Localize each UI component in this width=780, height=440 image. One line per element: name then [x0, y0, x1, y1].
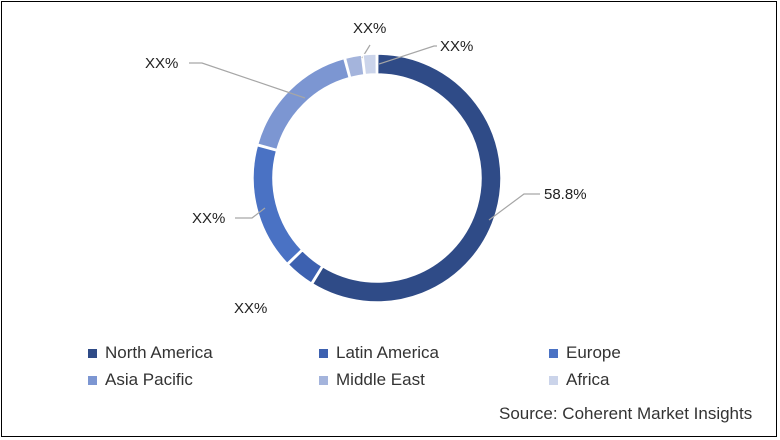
leader-line-africa [378, 45, 437, 65]
leader-line-asia-pacific [189, 62, 306, 99]
data-label-africa: XX% [440, 38, 473, 55]
legend-label: Latin America [336, 343, 439, 362]
data-label-middle-east: XX% [353, 20, 386, 37]
legend-item-north-america: North America [88, 343, 213, 363]
leader-line-north-america [488, 193, 540, 221]
legend-label: Europe [566, 343, 621, 362]
slice-north-america [311, 53, 502, 303]
legend: North America Latin America Europe Asia Pac… [2, 340, 776, 400]
slice-africa [362, 53, 378, 76]
legend-swatch [549, 375, 558, 385]
legend-swatch [549, 348, 558, 358]
source-note: Source: Coherent Market Insights [499, 404, 753, 423]
data-label-asia-pacific: XX% [145, 55, 178, 72]
legend-swatch [88, 375, 97, 385]
legend-item-middle-east: Middle East [319, 370, 425, 390]
legend-label: Asia Pacific [105, 370, 193, 389]
data-label-europe: XX% [192, 210, 225, 227]
slice-europe [252, 144, 303, 265]
legend-label: Middle East [336, 370, 425, 389]
slice-latin-america [287, 249, 323, 285]
legend-swatch [319, 375, 328, 385]
leader-line-europe [235, 207, 266, 219]
donut-chart: 58.8% XX% XX% XX% XX% XX% [145, 20, 587, 317]
slice-middle-east [344, 54, 365, 79]
data-label-north-america: 58.8% [544, 186, 587, 203]
legend-swatch [88, 348, 97, 358]
legend-item-latin-america: Latin America [319, 343, 439, 363]
legend-swatch [319, 348, 328, 358]
data-label-latin-america: XX% [234, 300, 267, 317]
legend-label: North America [105, 343, 213, 362]
legend-label: Africa [566, 370, 610, 389]
legend-item-asia-pacific: Asia Pacific [88, 370, 193, 390]
legend-item-europe: Europe [549, 343, 621, 363]
legend-item-africa: Africa [549, 370, 609, 390]
slice-asia-pacific [256, 57, 351, 151]
